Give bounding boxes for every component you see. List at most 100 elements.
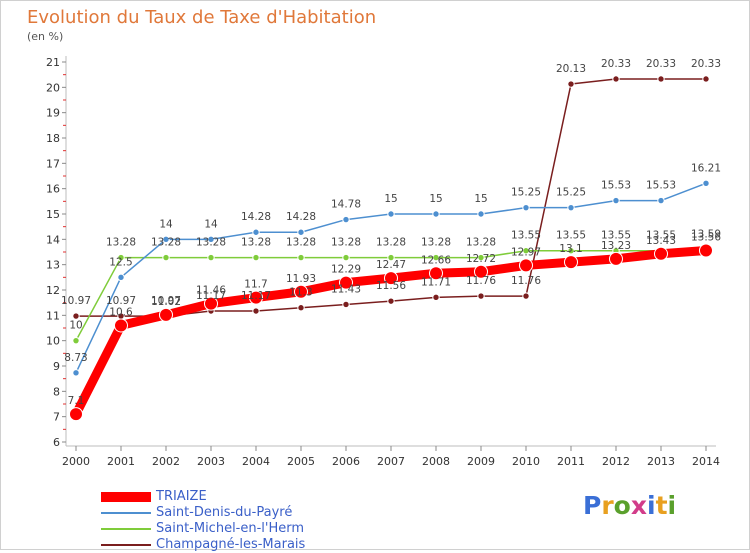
data-label: 20.33 xyxy=(601,58,631,70)
data-label: 15 xyxy=(474,193,487,205)
y-tick-label: 6 xyxy=(53,436,60,449)
y-tick-label: 14 xyxy=(46,233,60,246)
legend-item: Champagné-les-Marais xyxy=(101,537,421,553)
x-tick-label: 2010 xyxy=(512,455,540,468)
y-tick-label: 20 xyxy=(46,81,60,94)
data-point xyxy=(252,307,260,315)
data-point xyxy=(249,290,263,305)
x-tick-label: 2005 xyxy=(287,455,315,468)
y-tick-label: 17 xyxy=(46,157,60,170)
data-point xyxy=(657,75,665,83)
y-tick-label: 12 xyxy=(46,284,60,297)
data-point xyxy=(114,318,128,333)
data-label: 13.28 xyxy=(331,237,361,249)
data-point xyxy=(69,407,83,422)
data-point xyxy=(342,300,350,309)
data-point xyxy=(432,210,440,218)
data-point xyxy=(207,235,215,244)
data-point xyxy=(207,253,215,262)
data-point xyxy=(72,312,80,320)
data-point xyxy=(432,293,440,302)
data-label: 11.93 xyxy=(286,273,316,285)
data-point xyxy=(297,228,305,236)
data-point xyxy=(477,292,485,300)
data-point xyxy=(522,203,530,212)
data-point xyxy=(429,266,443,281)
data-point xyxy=(339,275,353,290)
data-point xyxy=(342,253,350,262)
data-label: 13.28 xyxy=(286,237,316,249)
y-tick-label: 21 xyxy=(46,56,60,69)
data-label: 8.73 xyxy=(64,352,87,364)
data-point xyxy=(432,253,440,262)
data-label: 13.28 xyxy=(376,237,406,249)
legend-item: TRIAIZE xyxy=(101,489,421,505)
x-tick-label: 2004 xyxy=(242,455,270,468)
data-label: 13.55 xyxy=(601,230,631,242)
data-label: 15.53 xyxy=(646,180,676,192)
data-point xyxy=(117,273,125,282)
data-point xyxy=(567,247,575,255)
data-point xyxy=(252,228,260,236)
x-tick-label: 2002 xyxy=(152,455,180,468)
unit-label: (en %) xyxy=(27,30,64,43)
data-label: 11.46 xyxy=(196,285,226,297)
data-point xyxy=(609,251,623,266)
x-tick-label: 2013 xyxy=(647,455,675,468)
data-label: 12.5 xyxy=(109,256,132,268)
chart-title: Evolution du Taux de Taxe d'Habitation xyxy=(27,7,377,28)
data-point xyxy=(564,255,578,270)
data-point xyxy=(342,215,350,224)
data-label: 14.28 xyxy=(241,211,271,223)
data-label: 15.53 xyxy=(601,180,631,192)
data-label: 11.76 xyxy=(511,275,541,287)
data-label: 15 xyxy=(429,193,442,205)
x-tick-label: 2000 xyxy=(62,455,90,468)
data-label: 13.55 xyxy=(511,230,541,242)
y-tick-label: 13 xyxy=(46,259,60,272)
legend-swatch xyxy=(101,512,151,514)
data-label: 11.76 xyxy=(466,275,496,287)
data-label: 13.1 xyxy=(559,243,582,255)
data-label: 13.28 xyxy=(421,237,451,249)
legend-label: Champagné-les-Marais xyxy=(156,537,306,552)
y-tick-label: 19 xyxy=(46,107,60,120)
legend-label: Saint-Michel-en-l'Herm xyxy=(156,521,305,536)
data-point xyxy=(162,253,170,262)
x-tick-label: 2003 xyxy=(197,455,225,468)
data-label: 16.21 xyxy=(691,162,721,174)
y-tick-label: 15 xyxy=(46,208,60,221)
y-tick-label: 10 xyxy=(46,335,60,348)
data-label: 11.7 xyxy=(244,279,267,291)
x-tick-label: 2001 xyxy=(107,455,135,468)
data-point xyxy=(387,253,395,262)
data-point xyxy=(477,210,485,218)
data-label: 11.3 xyxy=(289,287,312,299)
data-point xyxy=(384,271,398,286)
data-point xyxy=(72,369,80,377)
proxiti-logo: Proxiti xyxy=(583,491,677,520)
legend-swatch xyxy=(101,544,151,546)
x-tick-label: 2014 xyxy=(692,455,720,468)
data-label: 13.59 xyxy=(691,229,721,241)
data-point xyxy=(387,297,395,305)
data-label: 12.72 xyxy=(466,253,496,265)
data-point xyxy=(699,243,713,258)
legend-item: Saint-Michel-en-l'Herm xyxy=(101,521,421,537)
data-label: 13.43 xyxy=(646,235,676,247)
data-label: 12.47 xyxy=(376,259,406,271)
data-label: 14.28 xyxy=(286,211,316,223)
data-point xyxy=(654,246,668,261)
data-label: 14.78 xyxy=(331,199,361,211)
data-label: 13.23 xyxy=(601,240,631,252)
x-tick-label: 2011 xyxy=(557,455,585,468)
data-label: 12.29 xyxy=(331,264,361,276)
data-label: 15.25 xyxy=(556,187,586,199)
data-point xyxy=(117,253,125,262)
data-point xyxy=(567,80,575,88)
data-label: 13.28 xyxy=(196,237,226,249)
data-label: 15 xyxy=(384,193,397,205)
x-tick-label: 2007 xyxy=(377,455,405,468)
data-point xyxy=(567,203,575,212)
